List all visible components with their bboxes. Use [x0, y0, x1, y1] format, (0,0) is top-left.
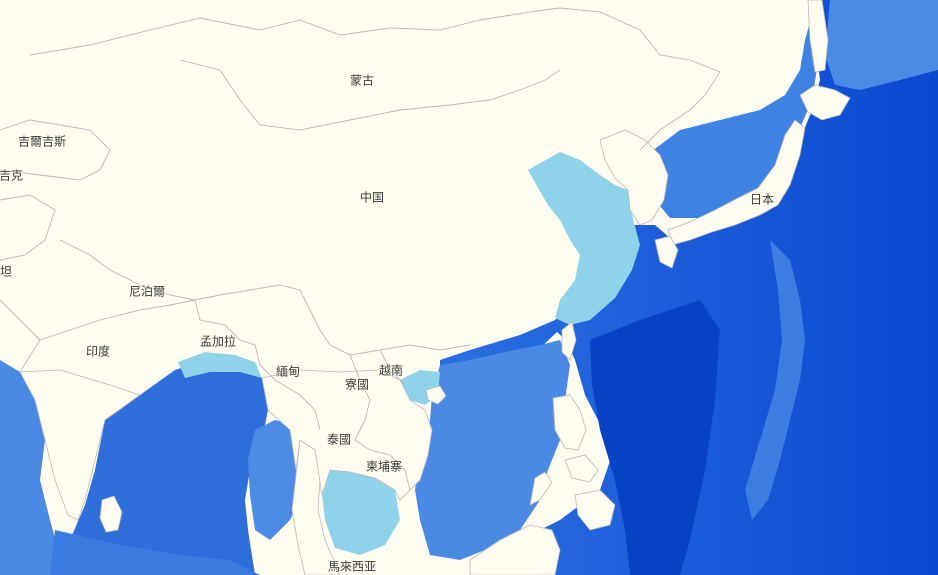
honshu-island [667, 119, 806, 246]
indian-ocean [50, 530, 260, 575]
south-china-sea [415, 340, 570, 560]
arabian-sea [0, 360, 65, 575]
borneo-island [469, 524, 561, 575]
luzon-island [552, 394, 587, 451]
india-south [19, 369, 141, 521]
sea-of-okhotsk [825, 0, 938, 90]
izu-ridge [745, 240, 805, 520]
country-borders [0, 7, 721, 491]
korea-peninsula [599, 129, 669, 226]
taiwan-island [561, 321, 577, 361]
hokkaido-island [799, 84, 851, 121]
visayas-islands [564, 454, 599, 483]
pacific-ocean [440, 0, 938, 575]
kyushu-island [654, 235, 679, 269]
philippine-trench [590, 300, 720, 575]
gulf-of-thailand [322, 470, 400, 555]
yellow-sea-shelf [528, 152, 640, 325]
bengal-shelf [178, 352, 262, 378]
sakhalin-island [807, 0, 829, 73]
indochina [261, 369, 433, 501]
palawan-island [529, 471, 553, 506]
hainan-island [425, 385, 447, 405]
sri-lanka-island [99, 495, 123, 533]
mindanao-island [574, 489, 616, 531]
